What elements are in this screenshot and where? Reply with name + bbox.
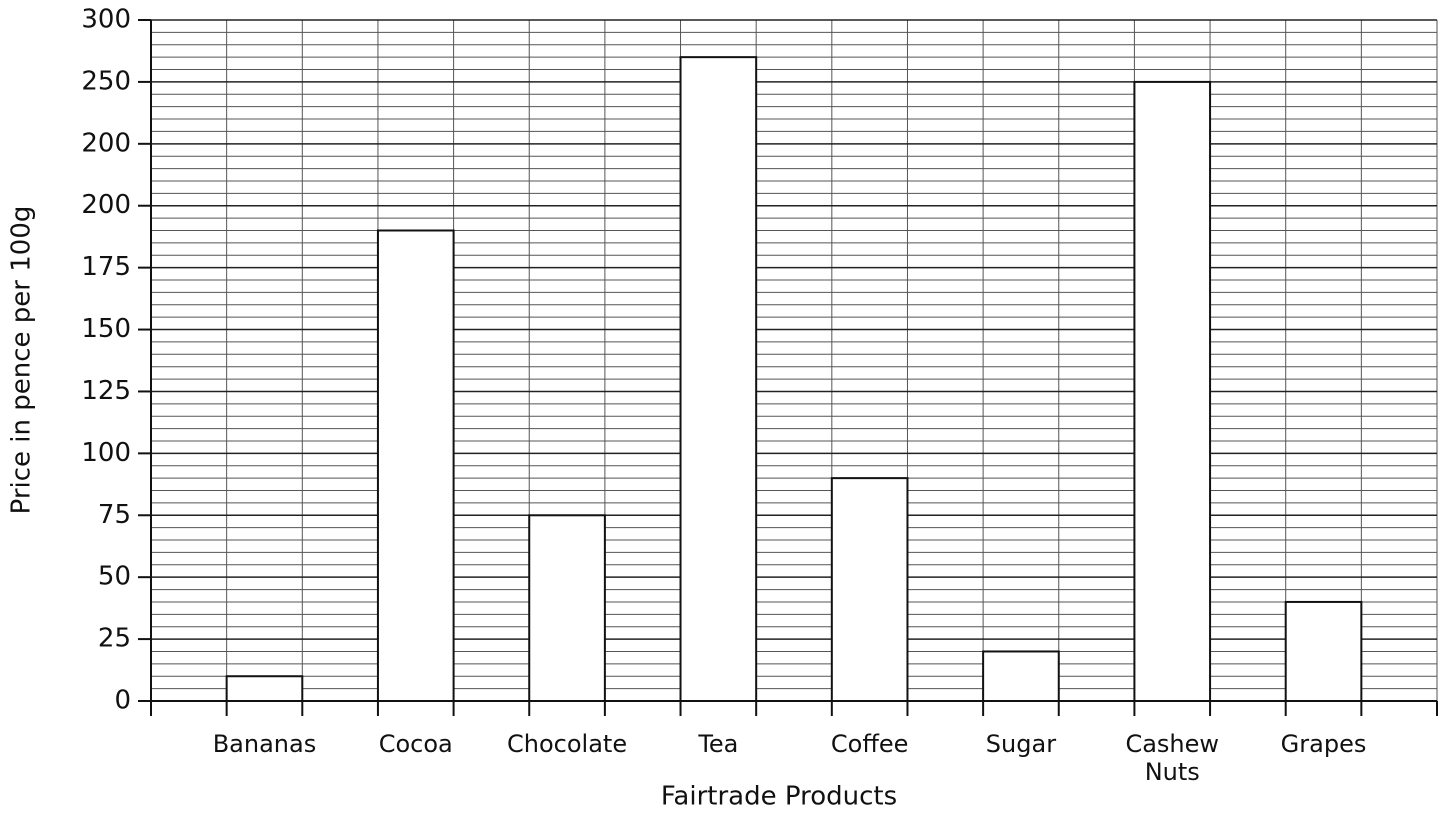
bar — [376, 229, 455, 702]
y-tick-label: 50 — [98, 562, 131, 592]
y-tick-label: 100 — [81, 438, 131, 468]
x-tick-label: Bananas — [212, 730, 317, 758]
bar — [982, 650, 1060, 702]
y-tick-label: 75 — [98, 500, 131, 530]
bar — [225, 675, 304, 703]
y-axis-title: Price in pence per 100g — [7, 206, 37, 515]
y-tick-label: 125 — [81, 376, 131, 406]
bar — [830, 477, 909, 702]
bar — [679, 56, 758, 703]
y-tick-label: 300 — [81, 5, 131, 35]
y-tick-label: 200 — [81, 128, 131, 158]
y-tick-label: 25 — [98, 624, 131, 654]
x-tick-label: Sugar — [985, 730, 1057, 758]
x-axis-title: Fairtrade Products — [661, 782, 897, 812]
x-tick-label: Chocolate — [507, 730, 628, 758]
x-tick-label: Tea — [698, 730, 739, 758]
x-tick-label: Grapes — [1280, 730, 1367, 758]
bar — [1133, 80, 1212, 702]
x-tick-label: Coffee — [830, 730, 909, 758]
y-tick-label: 250 — [81, 66, 131, 96]
y-tick-label: 0 — [114, 686, 131, 716]
x-tick-label: Cashew Nuts — [1125, 730, 1220, 786]
y-tick-label: 175 — [81, 252, 131, 282]
bar — [528, 514, 606, 702]
bar — [1284, 600, 1363, 702]
x-tick-label: Cocoa — [378, 730, 453, 758]
y-tick-label: 150 — [81, 314, 131, 344]
grid — [151, 19, 1438, 702]
y-tick-label: 200 — [81, 190, 131, 220]
